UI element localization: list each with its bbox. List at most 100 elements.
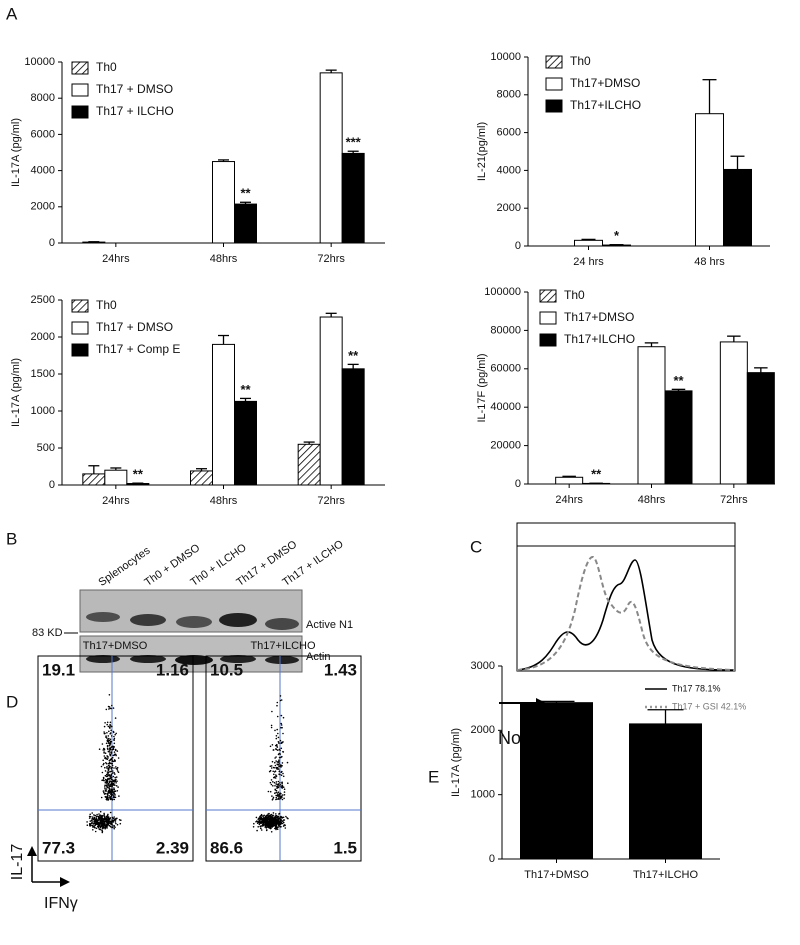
- event-dot: [102, 790, 105, 792]
- event-dot: [94, 822, 96, 824]
- bar: [190, 470, 213, 486]
- event-dot: [267, 790, 270, 793]
- event-dot: [275, 760, 277, 762]
- event-dot: [277, 768, 280, 770]
- event-dot: [102, 764, 104, 766]
- event-dot: [117, 786, 119, 788]
- legend-label: Th0: [570, 54, 591, 68]
- event-dot: [113, 742, 116, 745]
- band-label: Active N1: [306, 619, 353, 631]
- quadrant-value: 10.5: [210, 660, 243, 679]
- event-dot: [108, 822, 110, 824]
- marker-label: 83 KD: [32, 627, 63, 639]
- significance: **: [348, 348, 359, 363]
- event-dot: [107, 735, 110, 737]
- x-tick-label: 24 hrs: [573, 256, 604, 268]
- event-dot: [264, 821, 267, 824]
- event-dot: [104, 786, 106, 788]
- event-dot: [271, 710, 273, 713]
- event-dot: [89, 820, 92, 822]
- event-dot: [283, 791, 286, 793]
- event-dot: [114, 753, 116, 755]
- event-dot: [263, 814, 266, 817]
- event-dot: [275, 774, 277, 776]
- event-dot: [106, 765, 108, 768]
- event-dot: [111, 822, 113, 825]
- event-dot: [265, 816, 268, 818]
- event-dot: [113, 788, 115, 791]
- event-dot: [110, 788, 113, 791]
- event-dot: [277, 780, 280, 783]
- event-dot: [109, 776, 111, 778]
- event-dot: [280, 774, 283, 776]
- event-dot: [268, 812, 270, 815]
- event-dot: [104, 787, 106, 790]
- event-dot: [273, 817, 276, 819]
- event-dot: [276, 826, 279, 829]
- x-tick-label: 48 hrs: [694, 256, 725, 268]
- event-dot: [91, 821, 93, 823]
- event-dot: [279, 773, 281, 776]
- event-dot: [269, 765, 272, 767]
- panel-label: C: [470, 537, 482, 556]
- event-dot: [259, 816, 261, 818]
- bar: [234, 400, 257, 486]
- event-dot: [112, 793, 114, 796]
- event-dot: [266, 814, 269, 817]
- event-dot: [282, 732, 284, 735]
- event-dot: [102, 749, 104, 751]
- y-tick-label: 2500: [31, 294, 55, 306]
- event-dot: [107, 813, 109, 816]
- event-dot: [274, 777, 277, 779]
- event-dot: [115, 778, 117, 781]
- significance: **: [240, 382, 251, 397]
- event-dot: [107, 791, 110, 794]
- y-tick-label: 500: [37, 442, 55, 454]
- event-dot: [109, 790, 112, 793]
- panel-label: D: [6, 692, 18, 711]
- event-dot: [106, 814, 109, 817]
- event-dot: [104, 722, 106, 724]
- error-bar: [325, 312, 337, 318]
- event-dot: [280, 726, 282, 729]
- band-label: Actin: [306, 651, 330, 663]
- event-dot: [107, 816, 110, 818]
- bar: [520, 702, 593, 860]
- event-dot: [260, 818, 262, 820]
- event-dot: [276, 701, 279, 704]
- event-dot: [105, 773, 108, 776]
- legend-label: Th17 + DMSO: [96, 82, 173, 96]
- event-dot: [107, 784, 109, 787]
- event-dot: [282, 819, 285, 821]
- event-dot: [115, 785, 118, 787]
- event-dot: [104, 775, 107, 777]
- event-dot: [100, 822, 102, 825]
- event-dot: [115, 822, 117, 825]
- event-dot: [113, 737, 116, 740]
- x-tick-label: 72hrs: [317, 495, 345, 507]
- event-dot: [104, 752, 107, 754]
- legend-swatch: [539, 333, 557, 347]
- event-dot: [258, 821, 260, 824]
- event-dot: [277, 741, 280, 743]
- event-dot: [275, 814, 278, 817]
- event-dot: [92, 816, 94, 818]
- event-dot: [110, 762, 113, 765]
- bar: [746, 372, 775, 485]
- event-dot: [91, 824, 93, 827]
- event-dot: [109, 742, 112, 745]
- event-dot: [113, 827, 115, 830]
- event-dot: [105, 742, 108, 745]
- event-dot: [93, 814, 95, 816]
- event-dot: [279, 816, 282, 818]
- event-dot: [97, 822, 100, 825]
- event-dot: [264, 819, 266, 822]
- event-dot: [107, 778, 110, 780]
- event-dot: [275, 794, 277, 797]
- event-dot: [103, 747, 105, 750]
- event-dot: [275, 824, 278, 826]
- event-dot: [107, 768, 110, 771]
- event-dot: [118, 795, 120, 797]
- event-dot: [115, 776, 118, 778]
- event-dot: [108, 694, 111, 696]
